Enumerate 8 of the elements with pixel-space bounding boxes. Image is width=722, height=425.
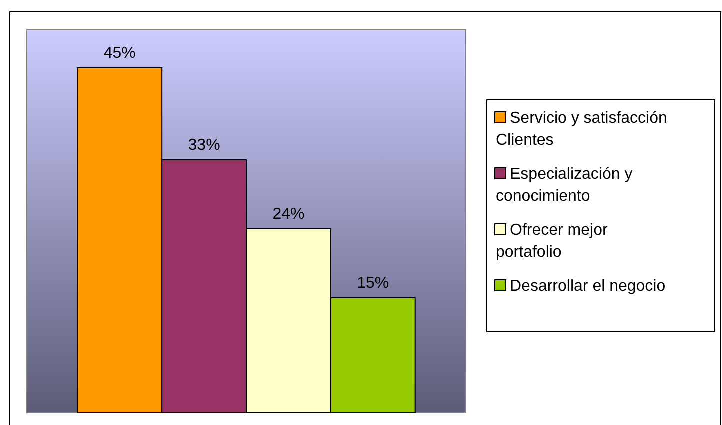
data-label: 24%: [272, 206, 305, 223]
legend-label: Servicio y satisfacción Clientes: [496, 110, 668, 149]
data-label: 15%: [357, 274, 390, 292]
data-label: 33%: [188, 136, 220, 154]
legend-label: Desarrollar el negocio: [510, 278, 666, 295]
legend-label: Ofrecer mejor portafolio: [496, 222, 608, 261]
legend-label: Especialización y conocimiento: [496, 166, 633, 205]
data-label: 45%: [104, 44, 136, 62]
